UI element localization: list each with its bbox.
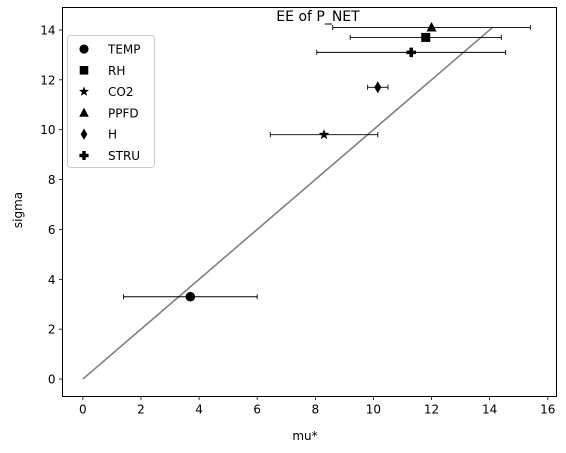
x-tick-label: 8 bbox=[311, 403, 319, 417]
x-tick-label: 12 bbox=[424, 403, 439, 417]
legend: TEMP RH CO2 PPFD H STRU bbox=[67, 35, 155, 168]
y-tick-label: 4 bbox=[48, 273, 56, 287]
data-point bbox=[406, 47, 417, 58]
x-tick-label: 16 bbox=[540, 403, 555, 417]
y-tick-label: 6 bbox=[48, 223, 56, 237]
series-temp bbox=[123, 291, 258, 302]
legend-marker bbox=[79, 86, 89, 96]
y-tick-label: 0 bbox=[48, 373, 56, 387]
x-tick-label: 6 bbox=[253, 403, 261, 417]
legend-label: RH bbox=[108, 64, 125, 78]
y-tick-label: 8 bbox=[48, 173, 56, 187]
legend-marker bbox=[79, 107, 89, 117]
legend-marker bbox=[79, 150, 89, 161]
legend-box bbox=[67, 35, 155, 168]
y-tick-label: 12 bbox=[40, 73, 55, 87]
legend-label: STRU bbox=[108, 149, 140, 163]
series-ppfd bbox=[332, 21, 531, 32]
reference-line bbox=[82, 26, 494, 380]
x-tick-label: 10 bbox=[366, 403, 381, 417]
y-tick-label: 10 bbox=[40, 123, 55, 137]
data-point bbox=[421, 32, 431, 42]
legend-label: CO2 bbox=[108, 85, 133, 99]
legend-label: PPFD bbox=[108, 106, 139, 120]
series-rh bbox=[349, 32, 502, 42]
y-axis: 0 2 4 6 8 10 12 14 bbox=[40, 23, 63, 387]
legend-marker bbox=[80, 128, 88, 140]
data-point bbox=[426, 21, 437, 32]
data-point bbox=[374, 81, 382, 94]
y-tick-label: 14 bbox=[40, 23, 55, 37]
data-point bbox=[318, 129, 330, 140]
series-h bbox=[367, 81, 389, 94]
y-axis-title: sigma bbox=[11, 192, 25, 228]
data-point bbox=[185, 291, 196, 302]
chart-title: EE of P_NET bbox=[276, 9, 360, 25]
legend-label: TEMP bbox=[107, 43, 141, 57]
x-axis: 0 2 4 6 8 10 12 14 16 bbox=[79, 396, 555, 417]
legend-marker bbox=[79, 44, 89, 54]
x-tick-label: 2 bbox=[137, 403, 145, 417]
x-axis-title: mu* bbox=[292, 429, 317, 443]
plot-area bbox=[82, 21, 531, 380]
x-tick-label: 4 bbox=[195, 403, 203, 417]
y-tick-label: 2 bbox=[48, 323, 56, 337]
legend-marker bbox=[79, 66, 89, 75]
legend-label: H bbox=[108, 128, 117, 142]
x-tick-label: 0 bbox=[79, 403, 87, 417]
x-tick-label: 14 bbox=[482, 403, 497, 417]
series-stru bbox=[316, 47, 507, 58]
series-co2 bbox=[269, 129, 379, 140]
axes-frame bbox=[62, 7, 557, 397]
